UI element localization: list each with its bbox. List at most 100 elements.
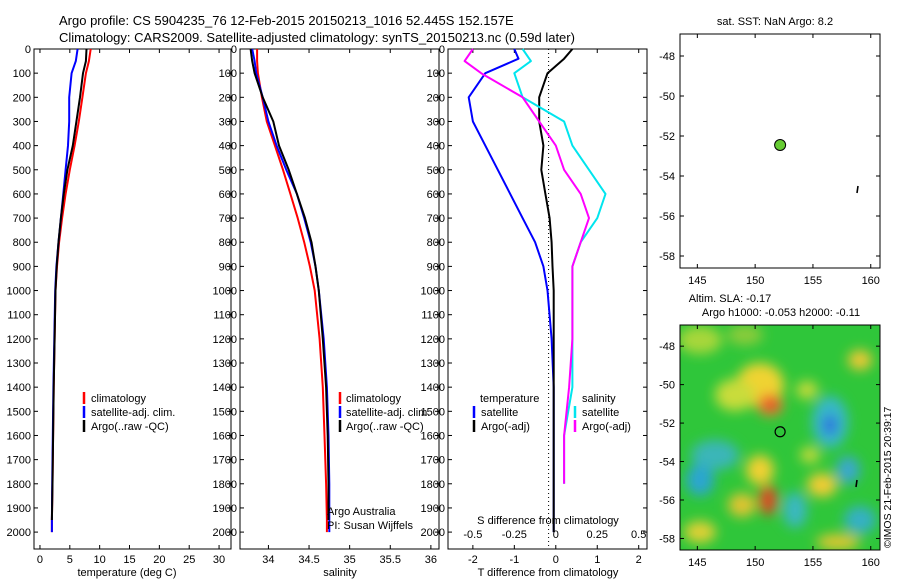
depth-tick-label: 300 [219, 116, 237, 128]
depth-tick-label: 500 [427, 165, 445, 177]
series-line-climatology [50, 48, 92, 533]
legend-salinity-title: salinity [582, 393, 616, 405]
depth-tick-label: 1800 [7, 479, 31, 491]
lat-tick-label: -54 [659, 171, 675, 183]
depth-tick-label: 700 [219, 213, 237, 225]
depth-tick-label: 500 [219, 165, 237, 177]
sla-map-box [679, 324, 881, 551]
salinity-diff-ticks: -0.5 -0.25 0 0.25 0.5 [463, 529, 646, 541]
x-tick-label: 34 [262, 554, 274, 566]
x-tick-label: -1 [509, 554, 519, 566]
lat-tick-label: -58 [659, 533, 675, 545]
legend-climatology-label: climatology [91, 393, 147, 405]
salinity-legend: climatology satellite-adj. clim. Argo(..… [338, 392, 430, 433]
depth-tick-label: 600 [13, 189, 31, 201]
salinity-diff-xlabel: S difference from climatology [477, 515, 619, 527]
difference-depth-ticks: 0 100 200 300 400 500 600 700 800 900 1000 1100 1200… [421, 44, 647, 539]
depth-tick-label: 1300 [7, 358, 31, 370]
sst-map-lon-ticks: 145 150 155 160 [688, 34, 880, 287]
x-tick-label: 15 [123, 554, 135, 566]
depth-tick-label: 800 [13, 237, 31, 249]
depth-tick-label: 1700 [7, 455, 31, 467]
depth-tick-label: 1500 [213, 406, 237, 418]
x-tick-label: 5 [67, 554, 73, 566]
depth-tick-label: 1200 [213, 334, 237, 346]
sst-map-panel: sat. SST: NaN Argo: 8.2 -48-50-52-54-56-… [659, 16, 881, 287]
salinity-tick-label: 0.25 [587, 529, 608, 541]
coast-fragment [855, 479, 858, 488]
legend-temp-argo-label: Argo(-adj) [481, 421, 530, 433]
depth-tick-label: 1800 [213, 479, 237, 491]
legend-argo-label: Argo(..raw -QC) [91, 421, 169, 433]
depth-tick-label: 1400 [7, 382, 31, 394]
lon-tick-label: 145 [688, 275, 706, 287]
depth-tick-label: 1200 [421, 334, 445, 346]
header-line-2: Climatology: CARS2009. Satellite-adjuste… [59, 30, 575, 45]
lat-tick-label: -58 [659, 251, 675, 263]
depth-tick-label: 2000 [7, 527, 31, 539]
depth-tick-label: 1800 [421, 479, 445, 491]
depth-tick-label: 700 [13, 213, 31, 225]
depth-tick-label: 1100 [421, 310, 445, 322]
depth-tick-label: 100 [13, 68, 31, 80]
difference-x-ticks: -2 -1 0 1 2 [468, 49, 642, 566]
x-tick-label: 1 [594, 554, 600, 566]
sla-map-lat-ticks: -48 -50 -52 -54 -56 -58 [659, 341, 880, 545]
depth-tick-label: 1700 [421, 455, 445, 467]
lat-tick-label: -48 [659, 51, 675, 63]
depth-tick-label: 300 [427, 116, 445, 128]
salinity-depth-ticks: 0 100 200 300 400 500 600 700 800 900 1000 1100 1200… [213, 44, 439, 539]
difference-profiles [463, 48, 607, 533]
salinity-x-ticks: 34 34.5 35 35.5 36 [262, 49, 437, 566]
annotation-pi: PI: Susan Wijffels [327, 520, 413, 532]
x-tick-label: 34.5 [298, 554, 319, 566]
x-tick-label: 36 [425, 554, 437, 566]
temperature-axes-box [33, 48, 232, 550]
temperature-legend: climatology satellite-adj. clim. Argo(..… [82, 392, 175, 433]
depth-tick-label: 1000 [421, 286, 445, 298]
depth-tick-label: 700 [427, 213, 445, 225]
series-line-temperature-argo-adj- [538, 48, 574, 533]
depth-tick-label: 200 [13, 92, 31, 104]
depth-tick-label: 1500 [421, 406, 445, 418]
salinity-xlabel: salinity [323, 567, 357, 579]
x-tick-label: 30 [213, 554, 225, 566]
header-line-1: Argo profile: CS 5904235_76 12-Feb-2015 … [59, 13, 514, 28]
depth-tick-label: 1000 [213, 286, 237, 298]
depth-tick-label: 300 [13, 116, 31, 128]
depth-tick-label: 1200 [7, 334, 31, 346]
difference-legend-salinity: salinity satellite Argo(-adj) [573, 393, 631, 433]
lon-tick-label: 160 [862, 275, 880, 287]
sst-map-box [679, 33, 881, 269]
depth-tick-label: 800 [427, 237, 445, 249]
salinity-tick-label: -0.25 [502, 529, 527, 541]
sst-map-title: sat. SST: NaN Argo: 8.2 [717, 16, 833, 28]
temperature-x-ticks: 0 5 10 15 20 25 30 [37, 49, 225, 566]
lat-tick-label: -52 [659, 131, 675, 143]
x-tick-label: -2 [468, 554, 478, 566]
lat-tick-label: -50 [659, 91, 675, 103]
imos-watermark: ©IMOS 21-Feb-2015 20:39:17 [882, 406, 894, 548]
temperature-panel: 0100200300400500600700800900100011001200… [7, 44, 232, 579]
legend-temp-satellite-label: satellite [481, 407, 518, 419]
lon-tick-label: 155 [804, 275, 822, 287]
temperature-diff-xlabel: T difference from climatology [478, 567, 619, 579]
lat-tick-label: -56 [659, 495, 675, 507]
depth-tick-label: 900 [219, 261, 237, 273]
lat-tick-label: -48 [659, 341, 675, 353]
x-tick-label: 0 [37, 554, 43, 566]
legend-temperature-title: temperature [480, 393, 539, 405]
salinity-tick-label: 0 [553, 529, 559, 541]
salinity-panel: 0 100 200 300 400 500 600 700 800 900 1000 1100 1200… [213, 44, 440, 579]
sla-heatmap [680, 325, 880, 550]
depth-tick-label: 1100 [213, 310, 237, 322]
depth-tick-label: 1100 [7, 310, 31, 322]
lon-tick-label: 150 [746, 275, 764, 287]
difference-panel: 0100200300400500600700800900100011001200… [421, 44, 648, 579]
x-tick-label: 0 [553, 554, 559, 566]
lat-tick-label: -50 [659, 380, 675, 392]
depth-tick-label: 600 [219, 189, 237, 201]
depth-tick-label: 1500 [7, 406, 31, 418]
depth-tick-label: 400 [13, 141, 31, 153]
